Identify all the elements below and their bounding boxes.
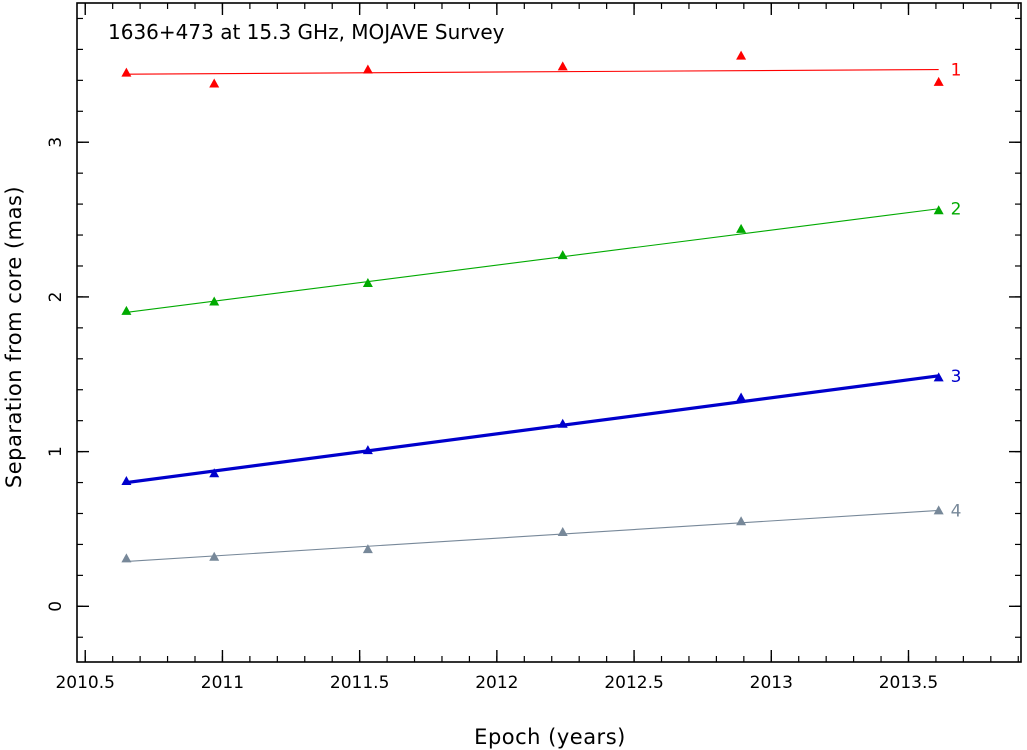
data-point (933, 76, 944, 86)
series-1: 1 (121, 50, 962, 88)
x-tick-label: 2010.5 (55, 673, 114, 693)
x-tick-label: 2013 (750, 673, 793, 693)
fit-line (126, 68, 939, 75)
series-layer: 1 2 3 4 (121, 50, 962, 563)
data-point (209, 468, 220, 478)
data-point (736, 516, 747, 526)
data-point (557, 61, 568, 71)
series-label: 1 (951, 61, 962, 81)
x-tick-label: 2011 (201, 673, 244, 693)
data-point (362, 544, 373, 554)
x-tick-label: 2011.5 (330, 673, 389, 693)
data-point (933, 205, 944, 215)
data-point (736, 223, 747, 233)
series-2: 2 (121, 200, 962, 315)
y-tick-label: 3 (46, 137, 66, 148)
data-point (736, 50, 747, 60)
y-axis-label: Separation from core (mas) (2, 186, 26, 488)
series-label: 4 (951, 501, 962, 521)
data-point (362, 64, 373, 74)
x-tick-label: 2012 (475, 673, 518, 693)
series-label: 3 (951, 367, 962, 387)
y-tick-label: 0 (46, 601, 66, 612)
fit-line (126, 208, 939, 313)
x-tick-label: 2013.5 (879, 673, 938, 693)
plot-frame (76, 2, 1022, 663)
data-point (933, 505, 944, 515)
data-point (121, 67, 132, 77)
data-point (736, 392, 747, 402)
series-4: 4 (121, 501, 962, 563)
x-axis-label: Epoch (years) (474, 725, 626, 749)
tick-labels: 2010.5 2011 2011.5 2012 2012.5 2013 2013.5 0 1 2 3 (46, 137, 938, 693)
data-point (209, 78, 220, 88)
data-point (121, 553, 132, 563)
data-point (557, 418, 568, 428)
series-label: 2 (951, 200, 962, 220)
fit-line (126, 509, 939, 562)
series-3: 3 (121, 367, 962, 486)
data-point (362, 445, 373, 455)
data-point (557, 527, 568, 537)
x-tick-label: 2012.5 (604, 673, 663, 693)
data-point (209, 551, 220, 561)
data-point (121, 305, 132, 315)
y-tick-label: 2 (46, 292, 66, 303)
fit-line (126, 374, 939, 485)
y-tick-label: 1 (46, 446, 66, 457)
data-point (121, 476, 132, 486)
data-point (933, 372, 944, 382)
tick-marks (77, 3, 1021, 662)
chart-title: 1636+473 at 15.3 GHz, MOJAVE Survey (108, 20, 505, 44)
data-point (557, 250, 568, 260)
data-point (362, 277, 373, 287)
data-point (209, 296, 220, 306)
